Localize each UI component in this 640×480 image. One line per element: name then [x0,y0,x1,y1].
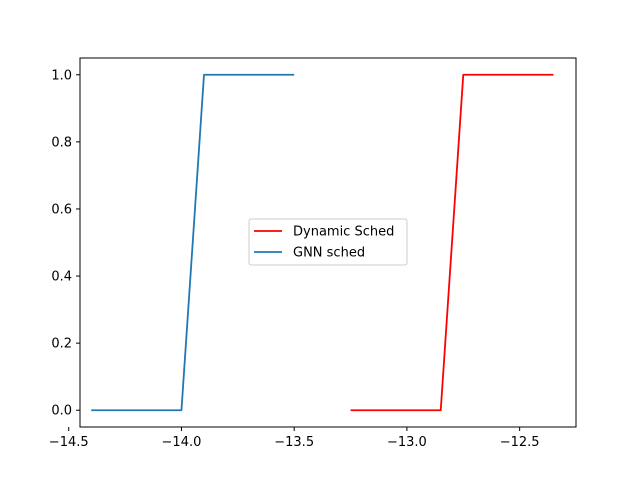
y-tick-label: 0.4 [51,270,72,285]
legend-label: Dynamic Sched [293,225,394,240]
y-tick-label: 0.0 [51,404,72,419]
plot-frame [79,57,577,428]
series-line-0 [350,73,554,412]
x-tick-label: −14.5 [49,435,89,450]
y-tick-label: 0.6 [51,202,72,217]
legend-box [248,218,408,266]
x-axis: −14.5 −14.0 −13.5 −13.0 −12.5 [49,427,540,450]
legend: Dynamic Sched GNN sched [248,218,408,266]
series-line-1 [91,73,295,412]
x-tick-label: −14.0 [162,435,202,450]
y-tick-label: 1.0 [51,68,72,83]
series-layer [91,73,554,412]
x-tick-label: −13.5 [274,435,314,450]
x-tick-label: −13.0 [387,435,427,450]
y-axis: 0.0 0.2 0.4 0.6 0.8 1.0 [51,68,80,419]
legend-label: GNN sched [293,246,365,261]
y-tick-label: 0.2 [51,337,72,352]
y-tick-label: 0.8 [51,135,72,150]
x-tick-label: −12.5 [500,435,540,450]
